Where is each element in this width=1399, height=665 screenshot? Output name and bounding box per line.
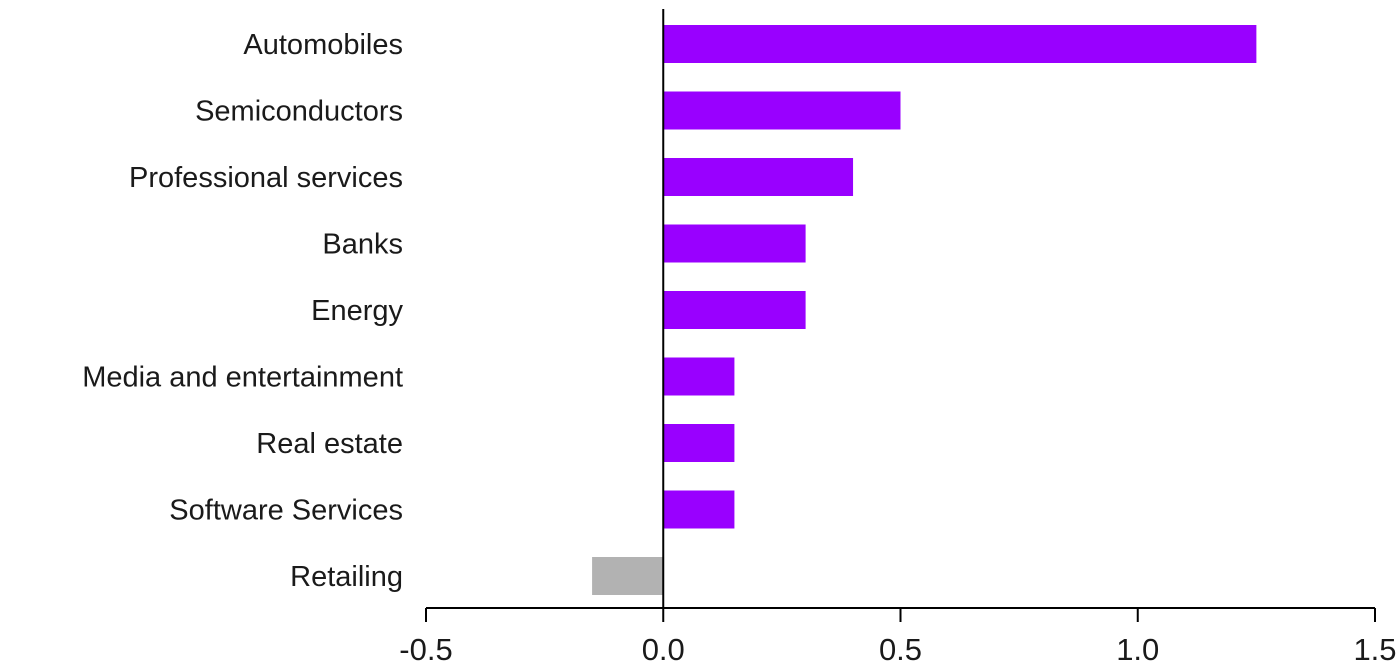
bar-energy [663,291,806,329]
bar-banks [663,224,806,263]
x-tick-label: 0.0 [642,632,685,665]
category-label-automobiles: Automobiles [243,29,403,61]
category-labels: Automobiles Semiconductors Professional se… [82,29,403,593]
bar-semiconductors [663,91,901,130]
category-label-professional-services: Professional services [129,162,403,194]
category-label-semiconductors: Semiconductors [195,96,403,128]
x-tick-label: 1.0 [1116,632,1159,665]
x-axis: -0.5 0.0 0.5 1.0 1.5 [399,607,1397,665]
x-tick-label: 1.5 [1353,632,1396,665]
category-label-banks: Banks [322,229,403,261]
bar-retailing [592,557,664,595]
category-label-energy: Energy [311,295,403,327]
x-tick-label: -0.5 [399,632,452,665]
bar-media-and-entertainment [663,357,735,396]
x-tick-label: 0.5 [879,632,922,665]
bar-automobiles [663,25,1257,63]
category-label-real-estate: Real estate [256,428,403,460]
category-label-retailing: Retailing [290,561,403,593]
category-label-media-and-entertainment: Media and entertainment [82,362,403,394]
bars-group [592,25,1257,595]
bar-real-estate [663,424,735,462]
bar-software-services [663,490,735,529]
bar-professional-services [663,158,854,196]
category-label-software-services: Software Services [169,495,403,527]
